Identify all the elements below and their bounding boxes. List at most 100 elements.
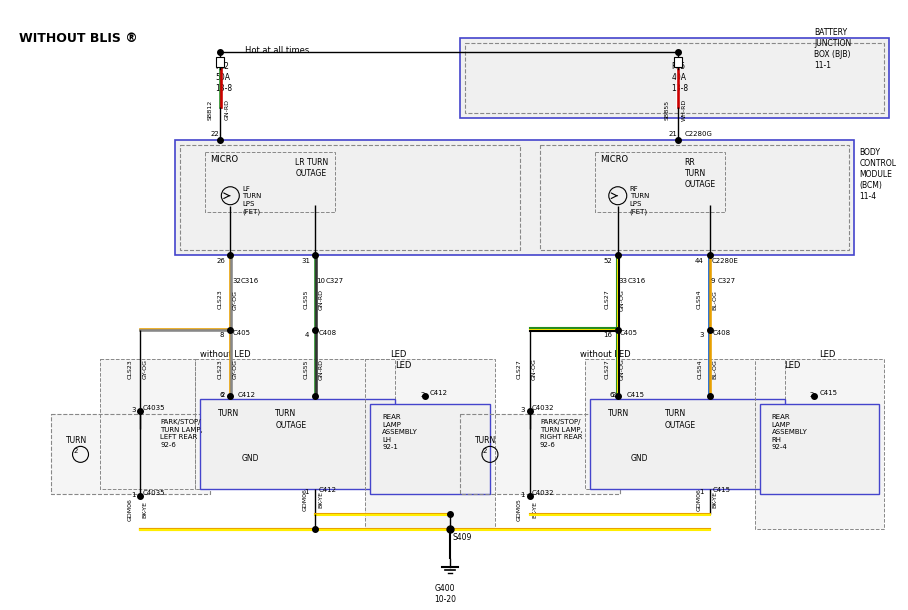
- Text: GDM06: GDM06: [696, 488, 702, 511]
- Bar: [674, 57, 682, 67]
- Text: GN-RD: GN-RD: [224, 99, 230, 120]
- Text: MICRO: MICRO: [600, 155, 628, 163]
- Text: REAR
LAMP
ASSEMBLY
RH
92-4: REAR LAMP ASSEMBLY RH 92-4: [772, 414, 807, 450]
- Text: 31: 31: [301, 257, 311, 264]
- Text: TURN
OUTAGE: TURN OUTAGE: [275, 409, 306, 429]
- Text: BK-YE: BK-YE: [143, 501, 147, 518]
- Text: CLS54: CLS54: [697, 360, 703, 379]
- FancyBboxPatch shape: [51, 414, 211, 494]
- Bar: [216, 57, 224, 67]
- Text: C4035: C4035: [143, 406, 165, 411]
- FancyBboxPatch shape: [590, 400, 785, 489]
- Text: PARK/STOP/
TURN LAMP,
RIGHT REAR
92-6: PARK/STOP/ TURN LAMP, RIGHT REAR 92-6: [540, 420, 583, 448]
- Text: 32: 32: [232, 278, 242, 284]
- Text: F12
50A
13-8: F12 50A 13-8: [215, 62, 232, 93]
- Text: CLS27: CLS27: [605, 290, 610, 309]
- Text: BK-YE: BK-YE: [713, 491, 717, 508]
- FancyBboxPatch shape: [101, 359, 195, 489]
- Text: SBB12: SBB12: [207, 99, 212, 120]
- Text: 2: 2: [483, 448, 488, 454]
- Text: C316: C316: [627, 278, 646, 284]
- Text: CLS55: CLS55: [303, 360, 308, 379]
- Text: 8: 8: [220, 332, 224, 337]
- Text: REAR
LAMP
ASSEMBLY
LH
92-1: REAR LAMP ASSEMBLY LH 92-1: [382, 414, 418, 450]
- Text: BK-YE: BK-YE: [318, 491, 323, 508]
- Text: S409: S409: [452, 533, 471, 542]
- Text: WITHOUT BLIS ®: WITHOUT BLIS ®: [18, 32, 137, 45]
- Text: LF
TURN
LPS
(FET): LF TURN LPS (FET): [242, 185, 262, 215]
- Text: BK-YE: BK-YE: [532, 501, 537, 518]
- Text: PARK/STOP/
TURN LAMP,
LEFT REAR
92-6: PARK/STOP/ TURN LAMP, LEFT REAR 92-6: [161, 420, 203, 448]
- Text: 21: 21: [668, 131, 677, 137]
- Text: TURN
OUTAGE: TURN OUTAGE: [665, 409, 696, 429]
- FancyBboxPatch shape: [181, 145, 520, 249]
- Text: BODY
CONTROL
MODULE
(BCM)
11-4: BODY CONTROL MODULE (BCM) 11-4: [860, 148, 896, 201]
- Text: C2280G: C2280G: [685, 131, 713, 137]
- Text: 1: 1: [699, 489, 704, 495]
- Text: 2: 2: [221, 392, 224, 398]
- Text: C415: C415: [713, 487, 731, 493]
- FancyBboxPatch shape: [585, 359, 785, 489]
- Text: C327: C327: [717, 278, 735, 284]
- Text: WH-RD: WH-RD: [682, 99, 686, 121]
- Text: GN-OG: GN-OG: [620, 359, 625, 381]
- Text: BL-OG: BL-OG: [713, 290, 717, 309]
- Text: GN-OG: GN-OG: [532, 359, 537, 381]
- Text: without LED: without LED: [580, 350, 630, 359]
- Text: GDM05: GDM05: [517, 498, 522, 521]
- Text: C412: C412: [237, 392, 255, 398]
- Text: C412: C412: [430, 390, 448, 397]
- FancyBboxPatch shape: [540, 145, 850, 249]
- FancyBboxPatch shape: [201, 400, 395, 489]
- Text: CLS23: CLS23: [217, 360, 222, 379]
- FancyBboxPatch shape: [460, 414, 620, 494]
- Text: GDM06: GDM06: [302, 488, 307, 511]
- Text: G400
10-20: G400 10-20: [434, 584, 456, 605]
- Text: BATTERY
JUNCTION
BOX (BJB)
11-1: BATTERY JUNCTION BOX (BJB) 11-1: [814, 28, 852, 70]
- Text: GDM06: GDM06: [127, 498, 133, 521]
- Text: LED: LED: [395, 362, 411, 370]
- FancyBboxPatch shape: [755, 359, 884, 529]
- Text: GND: GND: [631, 454, 648, 464]
- Text: 2: 2: [810, 392, 814, 398]
- Text: 22: 22: [211, 131, 220, 137]
- Text: LED: LED: [785, 362, 801, 370]
- Text: 9: 9: [711, 278, 716, 284]
- Text: C4035: C4035: [143, 490, 165, 497]
- Text: 1: 1: [305, 489, 310, 495]
- Text: 44: 44: [695, 257, 704, 264]
- Text: C408: C408: [713, 329, 731, 336]
- Text: MICRO: MICRO: [211, 155, 239, 163]
- Text: LR TURN
OUTAGE: LR TURN OUTAGE: [295, 158, 329, 178]
- Text: CLS54: CLS54: [696, 290, 702, 309]
- FancyBboxPatch shape: [760, 404, 880, 494]
- Text: C4032: C4032: [532, 490, 555, 497]
- Text: 6: 6: [220, 392, 224, 398]
- FancyBboxPatch shape: [175, 140, 854, 254]
- Text: CLS23: CLS23: [127, 360, 133, 379]
- Text: SBB55: SBB55: [665, 100, 670, 120]
- Text: Hot at all times: Hot at all times: [245, 46, 310, 55]
- Text: GN-RD: GN-RD: [318, 359, 323, 380]
- Text: RF
TURN
LPS
(FET): RF TURN LPS (FET): [630, 185, 649, 215]
- Text: GY-OG: GY-OG: [143, 359, 147, 379]
- Text: 10: 10: [316, 278, 325, 284]
- Text: without LED: without LED: [201, 350, 251, 359]
- Text: 1: 1: [520, 492, 525, 498]
- Text: 3: 3: [131, 407, 135, 414]
- Text: C316: C316: [241, 278, 259, 284]
- Text: C2280E: C2280E: [712, 257, 738, 264]
- Text: C405: C405: [232, 329, 251, 336]
- Text: CLS27: CLS27: [605, 360, 610, 379]
- Text: RR
TURN
OUTAGE: RR TURN OUTAGE: [685, 158, 716, 189]
- Text: TURN: TURN: [475, 436, 496, 445]
- Text: C415: C415: [820, 390, 837, 397]
- Text: 3: 3: [699, 332, 704, 337]
- Text: 26: 26: [216, 257, 225, 264]
- Text: 3: 3: [520, 407, 525, 414]
- Text: 6: 6: [609, 392, 614, 398]
- FancyBboxPatch shape: [370, 404, 490, 494]
- Text: 52: 52: [603, 257, 612, 264]
- Text: 33: 33: [618, 278, 627, 284]
- Text: C412: C412: [318, 487, 336, 493]
